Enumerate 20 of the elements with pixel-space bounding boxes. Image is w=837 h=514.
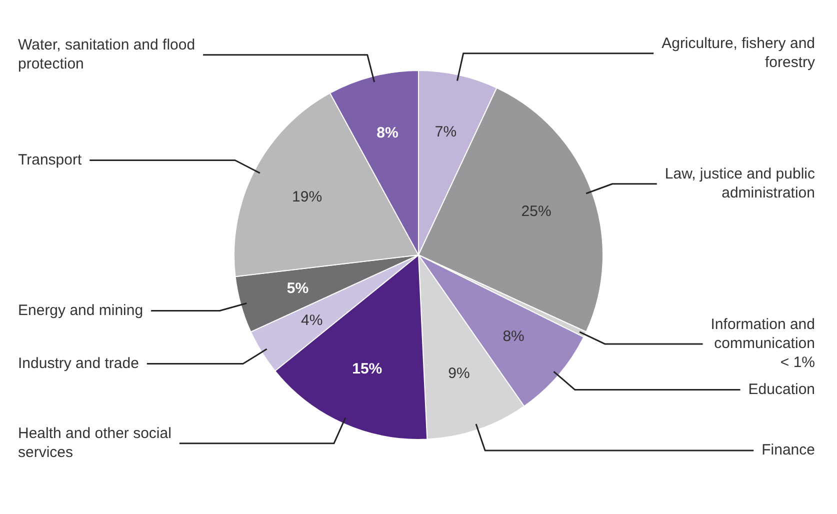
data-label: 5%: [286, 280, 309, 298]
slice-label: Education: [748, 380, 815, 398]
data-label: 9%: [448, 364, 470, 382]
slice-label: Finance: [762, 442, 815, 459]
slice-label: Agriculture, fishery and forestry: [662, 35, 816, 72]
data-label: 4%: [301, 312, 323, 330]
slice-label: Water, sanitation and flood protection: [18, 36, 196, 73]
data-label: < 1%: [780, 354, 815, 372]
slice-label: Health and other social services: [18, 425, 172, 462]
slice-label: Law, justice and public administration: [664, 166, 816, 202]
data-label: 8%: [502, 328, 524, 346]
slice-label: Information and communication: [710, 316, 815, 352]
slice-label: Transport: [18, 151, 82, 168]
data-label: 15%: [352, 360, 382, 378]
data-label: 8%: [376, 124, 398, 142]
data-label: 19%: [292, 188, 322, 206]
data-label: 25%: [521, 202, 552, 220]
data-label: 7%: [434, 124, 457, 141]
slice-label: Energy and mining: [18, 302, 144, 319]
slice-label: Industry and trade: [18, 354, 139, 372]
